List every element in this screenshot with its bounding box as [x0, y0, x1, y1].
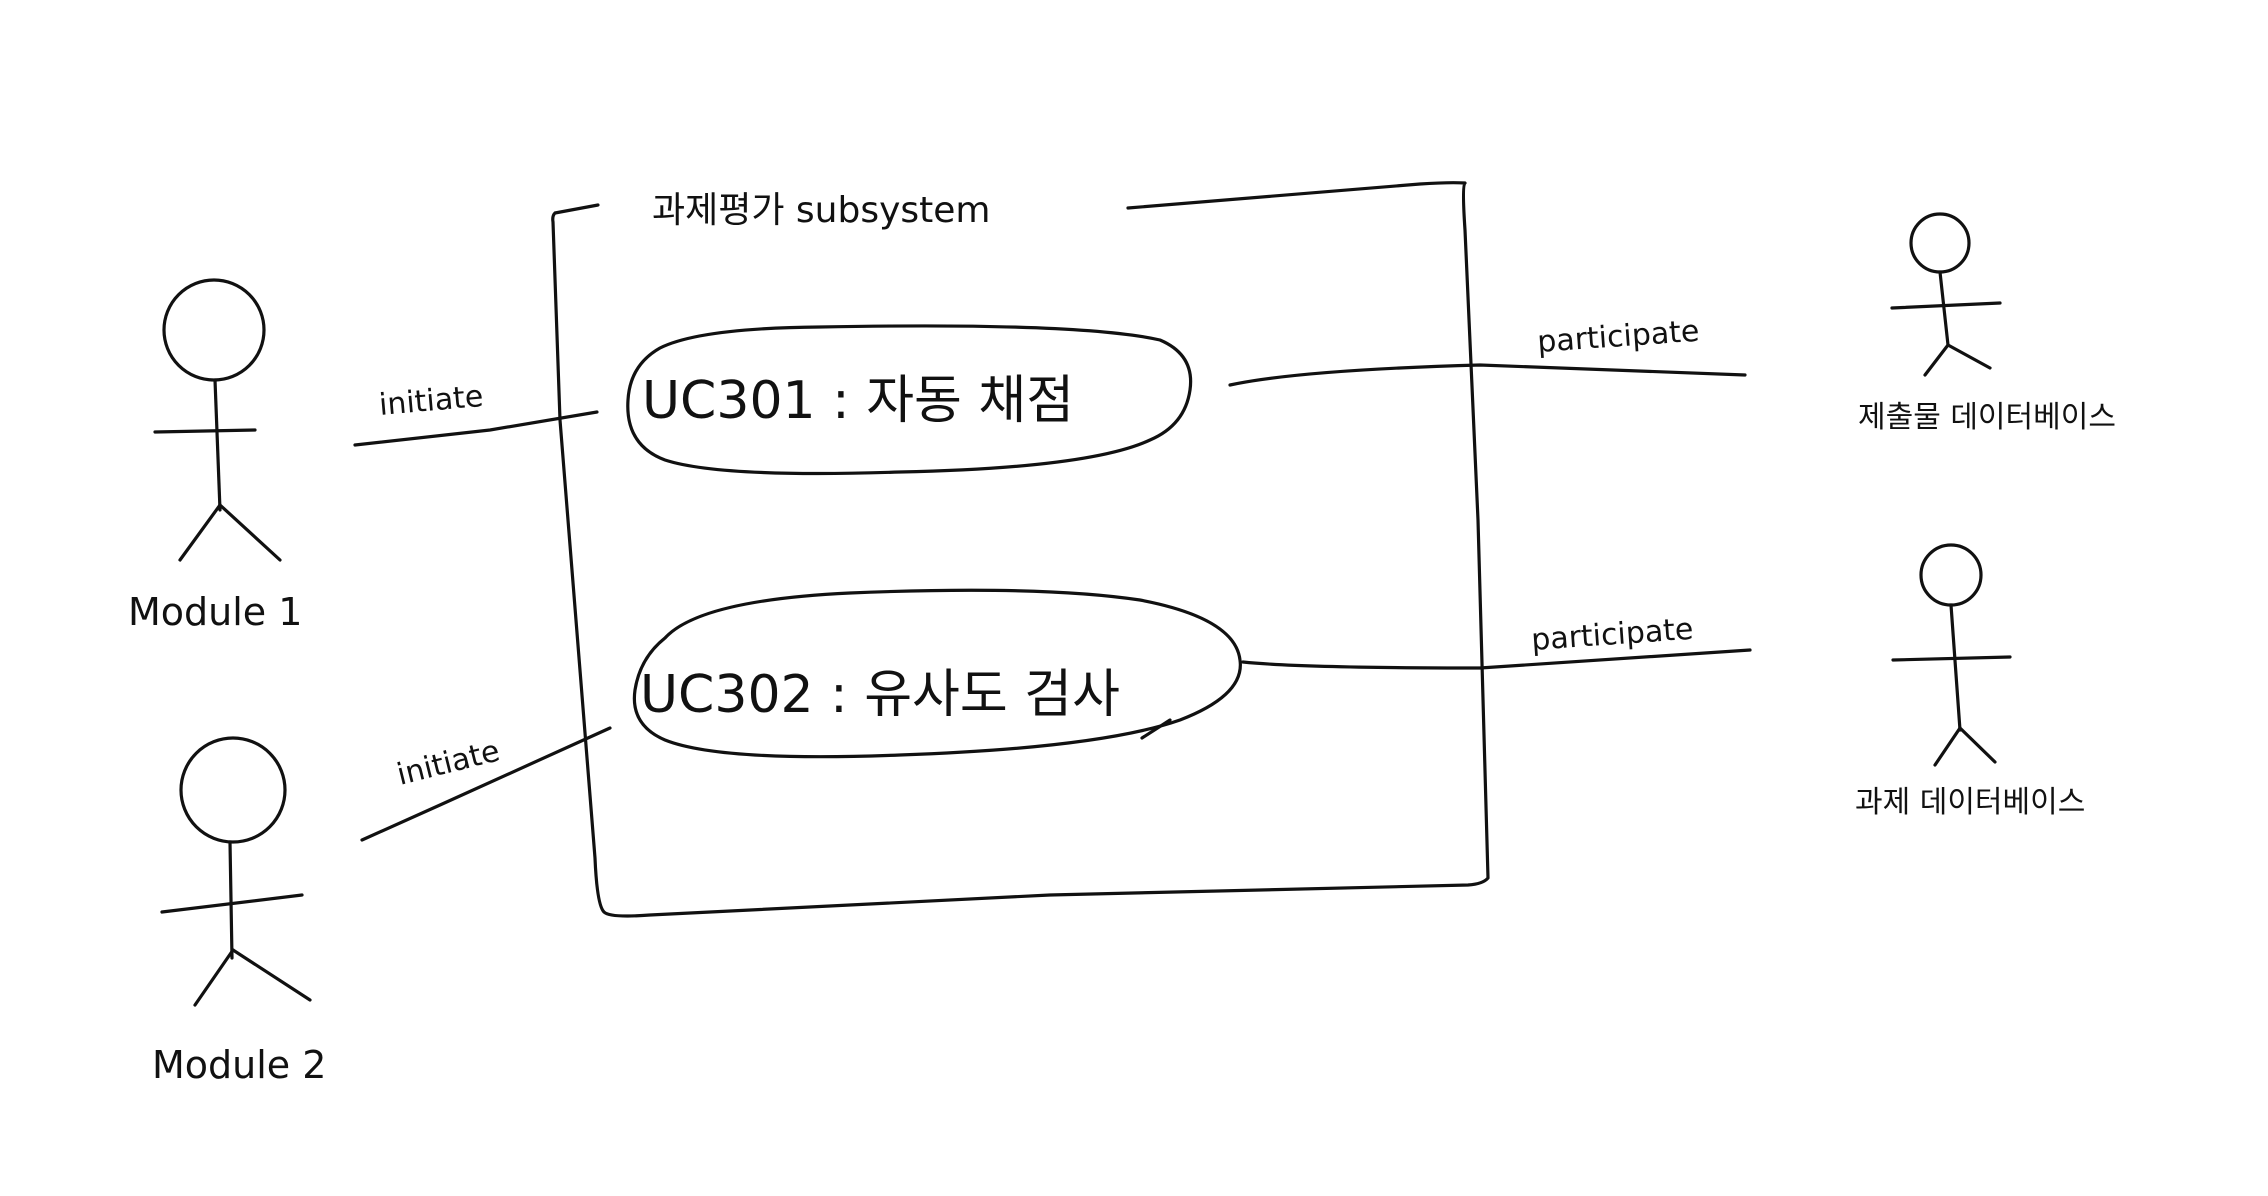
actor-module-2-label: Module 2	[152, 1043, 326, 1087]
association-participate-uc301[interactable]: participate	[1228, 314, 1747, 387]
use-case-uc302[interactable]: UC302 : 유사도 검사	[632, 588, 1242, 759]
actor-assignment-database-head	[1919, 543, 1983, 607]
actor-module-1[interactable]: Module 1	[128, 278, 302, 634]
use-case-uc302-label: UC302 : 유사도 검사	[640, 665, 1120, 725]
actor-assignment-database-label: 과제 데이터베이스	[1855, 785, 2085, 820]
actor-module-1-label: Module 1	[128, 590, 302, 634]
use-case-uc301-label: UC301 : 자동 채점	[642, 371, 1074, 431]
association-participate-uc302[interactable]: participate	[1241, 612, 1752, 670]
association-participate-uc302-label: participate	[1530, 612, 1694, 658]
system-boundary: 과제평가 subsystem	[551, 181, 1490, 918]
actor-submission-database[interactable]: 제출물 데이터베이스	[1858, 212, 2116, 435]
actor-module-1-head	[162, 278, 266, 382]
association-initiate-uc301-label: initiate	[378, 379, 485, 423]
actor-submission-database-head	[1909, 212, 1971, 274]
association-initiate-uc302[interactable]: initiate	[360, 726, 612, 842]
actor-submission-database-label: 제출물 데이터베이스	[1858, 400, 2116, 435]
actor-assignment-database[interactable]: 과제 데이터베이스	[1855, 543, 2085, 820]
actor-module-2[interactable]: Module 2	[152, 736, 326, 1087]
system-title: 과제평가 subsystem	[652, 190, 991, 231]
use-case-uc301[interactable]: UC301 : 자동 채점	[626, 324, 1193, 476]
association-participate-uc301-label: participate	[1536, 314, 1700, 360]
actor-module-2-head	[179, 736, 287, 844]
